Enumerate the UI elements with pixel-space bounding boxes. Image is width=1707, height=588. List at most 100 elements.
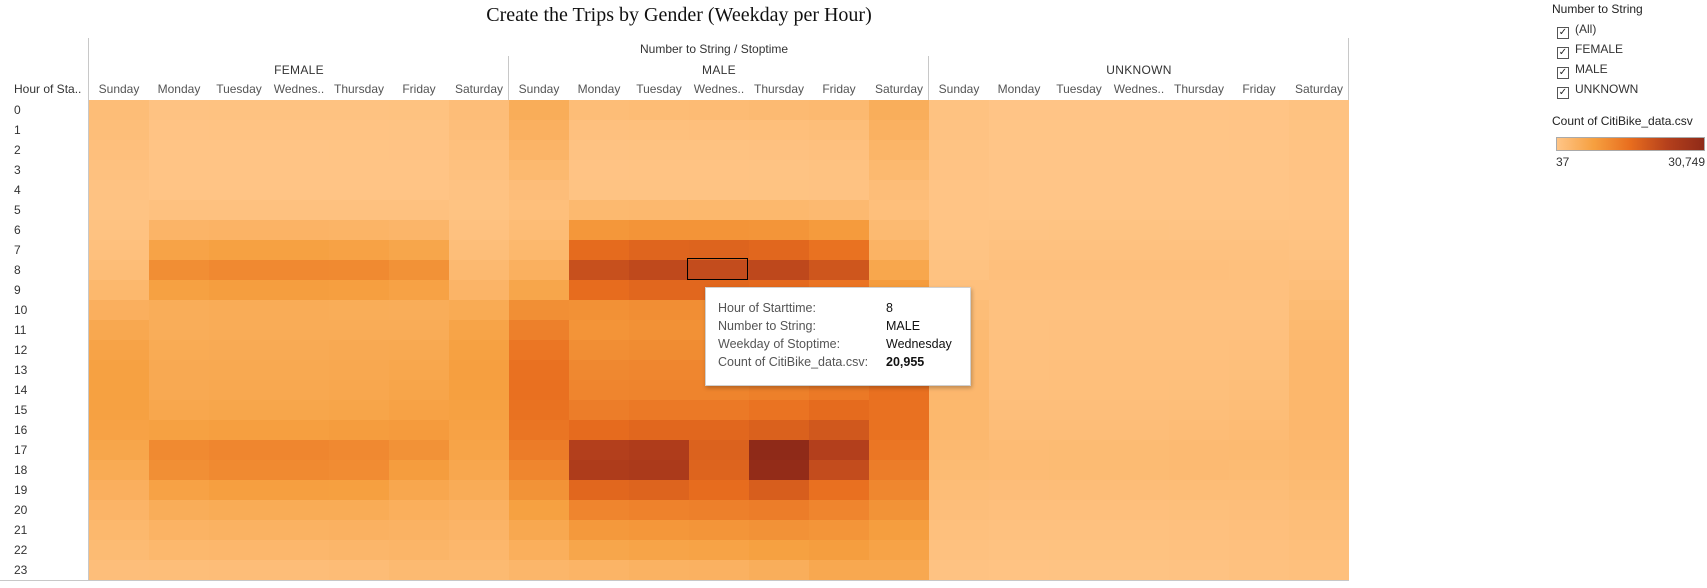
heatmap-cell[interactable]	[389, 140, 449, 160]
heatmap-cell[interactable]	[749, 460, 809, 480]
heatmap-cell[interactable]	[1289, 400, 1349, 420]
heatmap-cell[interactable]	[689, 480, 749, 500]
heatmap-cell[interactable]	[809, 140, 869, 160]
heatmap-cell[interactable]	[89, 100, 149, 120]
heatmap-cell[interactable]	[149, 420, 209, 440]
heatmap-cell[interactable]	[89, 540, 149, 560]
heatmap-cell[interactable]	[1229, 420, 1289, 440]
heatmap-cell[interactable]	[89, 200, 149, 220]
heatmap-cell[interactable]	[149, 560, 209, 580]
heatmap-cell[interactable]	[1169, 480, 1229, 500]
heatmap-cell[interactable]	[1229, 460, 1289, 480]
heatmap-cell[interactable]	[569, 400, 629, 420]
heatmap-cell[interactable]	[449, 220, 509, 240]
heatmap-cell[interactable]	[1109, 420, 1169, 440]
heatmap-cell[interactable]	[1169, 120, 1229, 140]
heatmap-cell[interactable]	[1109, 320, 1169, 340]
heatmap-cell[interactable]	[89, 380, 149, 400]
heatmap-cell[interactable]	[1109, 220, 1169, 240]
checkbox-checked-icon[interactable]: ✓	[1557, 67, 1569, 79]
heatmap-cell[interactable]	[209, 160, 269, 180]
heatmap-cell[interactable]	[1109, 180, 1169, 200]
heatmap-cell[interactable]	[809, 440, 869, 460]
heatmap-cell[interactable]	[1169, 400, 1229, 420]
heatmap-cell[interactable]	[749, 480, 809, 500]
heatmap-cell[interactable]	[1049, 320, 1109, 340]
heatmap-cell[interactable]	[89, 280, 149, 300]
checkbox-checked-icon[interactable]: ✓	[1557, 27, 1569, 39]
heatmap-cell[interactable]	[1109, 500, 1169, 520]
heatmap-cell[interactable]	[449, 400, 509, 420]
heatmap-cell[interactable]	[509, 100, 569, 120]
heatmap-cell[interactable]	[389, 180, 449, 200]
heatmap-cell[interactable]	[449, 200, 509, 220]
heatmap-cell[interactable]	[449, 340, 509, 360]
heatmap-cell[interactable]	[89, 220, 149, 240]
heatmap-cell[interactable]	[509, 340, 569, 360]
heatmap-cell[interactable]	[869, 260, 929, 280]
heatmap-cell[interactable]	[389, 340, 449, 360]
heatmap-cell[interactable]	[209, 340, 269, 360]
heatmap-cell[interactable]	[269, 520, 329, 540]
heatmap-cell[interactable]	[1289, 180, 1349, 200]
heatmap-cell[interactable]	[1169, 300, 1229, 320]
heatmap-cell[interactable]	[1049, 240, 1109, 260]
heatmap-cell[interactable]	[809, 200, 869, 220]
heatmap-cell[interactable]	[1229, 160, 1289, 180]
heatmap-cell[interactable]	[329, 420, 389, 440]
heatmap-cell[interactable]	[689, 460, 749, 480]
heatmap-cell[interactable]	[689, 180, 749, 200]
heatmap-cell[interactable]	[869, 200, 929, 220]
heatmap-cell[interactable]	[389, 400, 449, 420]
heatmap-cell[interactable]	[149, 260, 209, 280]
heatmap-cell[interactable]	[329, 400, 389, 420]
heatmap-cell[interactable]	[1109, 160, 1169, 180]
heatmap-cell[interactable]	[869, 240, 929, 260]
heatmap-cell[interactable]	[1109, 140, 1169, 160]
heatmap-cell[interactable]	[1229, 200, 1289, 220]
heatmap-cell[interactable]	[1049, 340, 1109, 360]
heatmap-cell[interactable]	[929, 440, 989, 460]
heatmap-cell[interactable]	[869, 420, 929, 440]
heatmap-cell[interactable]	[1169, 440, 1229, 460]
heatmap-cell[interactable]	[1289, 260, 1349, 280]
heatmap-cell[interactable]	[929, 140, 989, 160]
heatmap-cell[interactable]	[329, 220, 389, 240]
heatmap-cell[interactable]	[149, 140, 209, 160]
heatmap-cell[interactable]	[749, 220, 809, 240]
heatmap-cell[interactable]	[1169, 220, 1229, 240]
heatmap-cell[interactable]	[509, 500, 569, 520]
heatmap-cell[interactable]	[209, 140, 269, 160]
heatmap-cell[interactable]	[389, 380, 449, 400]
heatmap-cell[interactable]	[929, 240, 989, 260]
heatmap-cell[interactable]	[209, 200, 269, 220]
heatmap-cell[interactable]	[269, 180, 329, 200]
heatmap-cell[interactable]	[149, 100, 209, 120]
heatmap-cell[interactable]	[989, 460, 1049, 480]
heatmap-cell[interactable]	[329, 240, 389, 260]
heatmap-cell[interactable]	[929, 120, 989, 140]
heatmap-cell[interactable]	[209, 100, 269, 120]
heatmap-cell[interactable]	[209, 220, 269, 240]
heatmap-cell[interactable]	[329, 380, 389, 400]
heatmap-cell[interactable]	[1289, 220, 1349, 240]
heatmap-cell[interactable]	[329, 260, 389, 280]
heatmap-cell[interactable]	[1169, 540, 1229, 560]
heatmap-cell[interactable]	[629, 420, 689, 440]
heatmap-cell[interactable]	[629, 300, 689, 320]
heatmap-cell[interactable]	[1229, 520, 1289, 540]
heatmap-cell[interactable]	[149, 400, 209, 420]
heatmap-cell[interactable]	[269, 380, 329, 400]
heatmap-cell[interactable]	[809, 500, 869, 520]
heatmap-cell[interactable]	[509, 220, 569, 240]
heatmap-cell[interactable]	[1049, 360, 1109, 380]
heatmap-cell[interactable]	[449, 280, 509, 300]
heatmap-cell[interactable]	[629, 160, 689, 180]
heatmap-cell[interactable]	[1049, 160, 1109, 180]
heatmap-cell[interactable]	[989, 480, 1049, 500]
heatmap-cell[interactable]	[929, 400, 989, 420]
heatmap-cell[interactable]	[569, 360, 629, 380]
heatmap-cell[interactable]	[809, 560, 869, 580]
heatmap-cell[interactable]	[209, 460, 269, 480]
heatmap-cell[interactable]	[689, 200, 749, 220]
